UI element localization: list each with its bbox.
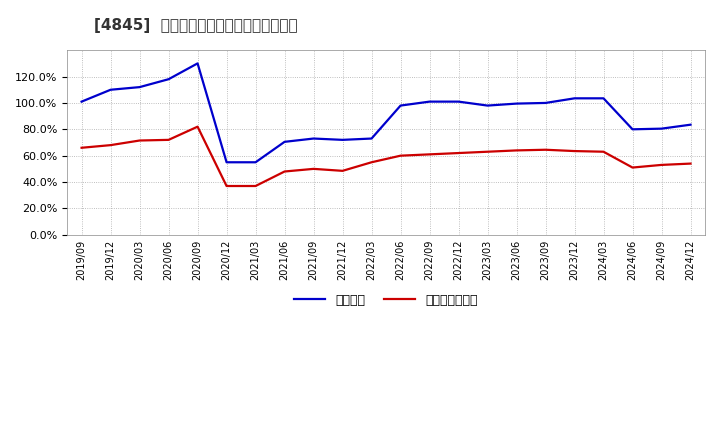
Text: [4845]  固定比率、固定長期適合率の推移: [4845] 固定比率、固定長期適合率の推移 [94, 18, 297, 33]
固定比率 [77, 99, 86, 104]
固定長期適合率 [77, 145, 86, 150]
固定長期適合率 [426, 152, 434, 157]
固定長期適合率 [107, 143, 115, 148]
固定長期適合率 [396, 153, 405, 158]
固定長期適合率 [657, 162, 666, 168]
固定長期適合率 [222, 183, 231, 189]
固定長期適合率 [541, 147, 550, 152]
固定長期適合率 [483, 149, 492, 154]
固定比率 [541, 100, 550, 106]
固定長期適合率 [164, 137, 173, 143]
固定比率 [222, 160, 231, 165]
Line: 固定比率: 固定比率 [81, 63, 690, 162]
固定長期適合率 [338, 168, 347, 173]
固定長期適合率 [454, 150, 463, 156]
固定比率 [280, 139, 289, 144]
固定比率 [454, 99, 463, 104]
固定比率 [135, 84, 144, 90]
固定比率 [164, 77, 173, 82]
固定長期適合率 [280, 169, 289, 174]
固定比率 [628, 127, 636, 132]
固定長期適合率 [251, 183, 260, 189]
固定長期適合率 [686, 161, 695, 166]
固定長期適合率 [570, 148, 579, 154]
固定比率 [193, 61, 202, 66]
固定比率 [570, 95, 579, 101]
固定比率 [309, 136, 318, 141]
固定比率 [426, 99, 434, 104]
固定比率 [251, 160, 260, 165]
固定比率 [338, 137, 347, 143]
固定比率 [686, 122, 695, 127]
固定比率 [483, 103, 492, 108]
固定長期適合率 [628, 165, 636, 170]
Line: 固定長期適合率: 固定長期適合率 [81, 127, 690, 186]
固定長期適合率 [599, 149, 608, 154]
固定長期適合率 [309, 166, 318, 172]
固定比率 [599, 95, 608, 101]
固定長期適合率 [367, 160, 376, 165]
Legend: 固定比率, 固定長期適合率: 固定比率, 固定長期適合率 [289, 289, 483, 312]
固定長期適合率 [193, 124, 202, 129]
固定長期適合率 [135, 138, 144, 143]
固定長期適合率 [512, 148, 521, 153]
固定比率 [107, 87, 115, 92]
固定比率 [657, 126, 666, 131]
固定比率 [396, 103, 405, 108]
固定比率 [367, 136, 376, 141]
固定比率 [512, 101, 521, 106]
